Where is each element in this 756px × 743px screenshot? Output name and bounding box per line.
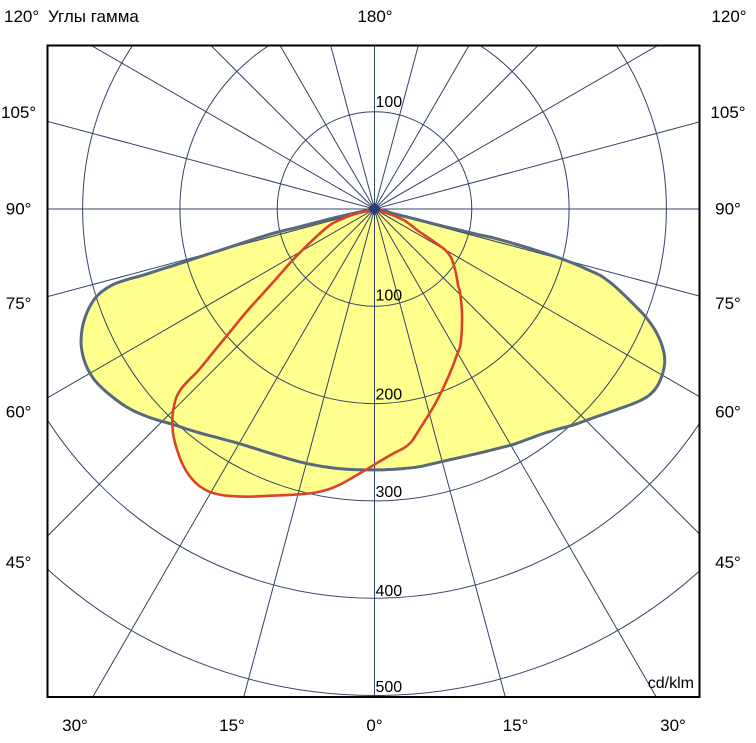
svg-text:300: 300 — [376, 484, 403, 501]
svg-text:90°: 90° — [6, 200, 32, 219]
svg-text:60°: 60° — [715, 403, 741, 422]
svg-text:30°: 30° — [660, 716, 686, 735]
svg-text:105°: 105° — [1, 103, 36, 122]
svg-text:200: 200 — [376, 387, 403, 404]
svg-text:45°: 45° — [6, 553, 32, 572]
svg-text:Углы гамма: Углы гамма — [48, 7, 139, 26]
svg-text:15°: 15° — [503, 716, 529, 735]
svg-text:0°: 0° — [366, 716, 382, 735]
svg-text:120°: 120° — [4, 7, 39, 26]
svg-text:500: 500 — [376, 679, 403, 696]
svg-text:75°: 75° — [6, 294, 32, 313]
svg-text:cd/klm: cd/klm — [648, 675, 694, 692]
svg-text:45°: 45° — [715, 553, 741, 572]
svg-text:100: 100 — [376, 288, 403, 305]
svg-text:400: 400 — [376, 583, 403, 600]
svg-text:120°: 120° — [711, 7, 746, 26]
svg-text:100: 100 — [376, 94, 403, 111]
svg-text:105°: 105° — [710, 103, 745, 122]
svg-text:30°: 30° — [62, 716, 88, 735]
svg-text:15°: 15° — [219, 716, 245, 735]
svg-text:180°: 180° — [357, 7, 392, 26]
svg-text:75°: 75° — [715, 294, 741, 313]
svg-text:90°: 90° — [715, 200, 741, 219]
svg-text:60°: 60° — [6, 403, 32, 422]
